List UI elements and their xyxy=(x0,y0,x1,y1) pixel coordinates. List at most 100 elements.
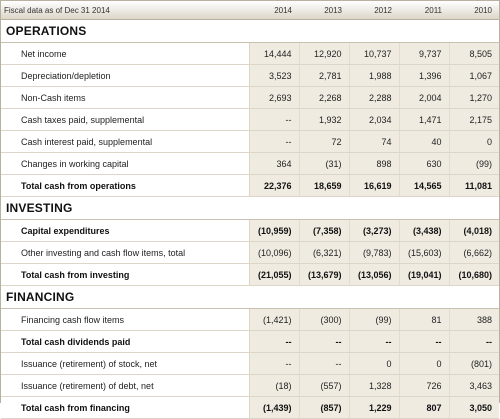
table-row: Cash taxes paid, supplemental -- 1,932 2,03… xyxy=(1,108,499,131)
section-title: FINANCING xyxy=(1,285,499,309)
row-value: 2,693 xyxy=(249,86,300,109)
table-row: Total cash from operations 22,376 18,659 16… xyxy=(1,174,499,197)
row-value: 2,034 xyxy=(349,108,400,131)
row-value: 1,270 xyxy=(449,86,499,109)
fiscal-date-label: Fiscal data as of Dec 31 2014 xyxy=(1,1,249,20)
section-header-row: FINANCING xyxy=(1,285,499,309)
table-row: Net income 14,444 12,920 10,737 9,737 8,505 xyxy=(1,42,499,65)
row-value: (3,273) xyxy=(349,219,400,242)
row-value: 16,619 xyxy=(349,174,400,197)
row-value: (13,679) xyxy=(299,263,350,286)
row-value: (857) xyxy=(299,396,350,419)
row-label: Total cash from financing xyxy=(1,396,250,419)
row-value: 807 xyxy=(399,396,450,419)
row-value: 3,523 xyxy=(249,64,300,87)
row-value: (99) xyxy=(349,308,400,331)
row-value: (10,096) xyxy=(249,241,300,264)
row-value: 0 xyxy=(349,352,400,375)
section-header-row: INVESTING xyxy=(1,196,499,220)
row-value: 14,444 xyxy=(249,42,300,65)
row-label: Non-Cash items xyxy=(1,86,250,109)
row-value: -- xyxy=(299,330,350,353)
row-value: 2,004 xyxy=(399,86,450,109)
row-value: (6,662) xyxy=(449,241,499,264)
row-value: -- xyxy=(249,108,300,131)
table-row: Issuance (retirement) of stock, net -- -- 0… xyxy=(1,352,499,375)
row-value: 1,932 xyxy=(299,108,350,131)
row-value: (10,680) xyxy=(449,263,499,286)
row-value: 22,376 xyxy=(249,174,300,197)
row-value: 2,288 xyxy=(349,86,400,109)
row-value: 1,396 xyxy=(399,64,450,87)
row-value: 0 xyxy=(449,130,499,153)
table-row: Cash interest paid, supplemental -- 72 74 40… xyxy=(1,130,499,153)
row-value: (801) xyxy=(449,352,499,375)
row-value: (1,421) xyxy=(249,308,300,331)
row-value: (31) xyxy=(299,152,350,175)
row-value: 11,081 xyxy=(449,174,499,197)
row-value: 2,268 xyxy=(299,86,350,109)
table-row: Total cash dividends paid -- -- -- -- -- xyxy=(1,330,499,353)
row-label: Issuance (retirement) of stock, net xyxy=(1,352,250,375)
row-value: 72 xyxy=(299,130,350,153)
section-title: INVESTING xyxy=(1,196,499,220)
header-row: Fiscal data as of Dec 31 2014 2014 2013 … xyxy=(1,1,499,20)
row-value: 2,175 xyxy=(449,108,499,131)
row-value: (557) xyxy=(299,374,350,397)
row-value: 630 xyxy=(399,152,450,175)
row-value: (300) xyxy=(299,308,350,331)
row-value: 388 xyxy=(449,308,499,331)
year-header: 2011 xyxy=(399,1,449,20)
row-label: Cash interest paid, supplemental xyxy=(1,130,250,153)
row-label: Changes in working capital xyxy=(1,152,250,175)
row-value: 3,050 xyxy=(449,396,499,419)
row-value: (7,358) xyxy=(299,219,350,242)
row-value: 1,471 xyxy=(399,108,450,131)
row-label: Other investing and cash flow items, tot… xyxy=(1,241,250,264)
row-value: -- xyxy=(299,352,350,375)
row-value: -- xyxy=(249,352,300,375)
table-row: Capital expenditures (10,959) (7,358) (3,27… xyxy=(1,219,499,242)
row-value: (15,603) xyxy=(399,241,450,264)
table-row: Total cash from investing (21,055) (13,679… xyxy=(1,263,499,286)
year-header: 2010 xyxy=(449,1,499,20)
row-value: 74 xyxy=(349,130,400,153)
row-value: -- xyxy=(249,330,300,353)
table-row: Changes in working capital 364 (31) 898 630(… xyxy=(1,152,499,175)
table-row: Financing cash flow items (1,421) (300) (99… xyxy=(1,308,499,331)
row-value: (6,321) xyxy=(299,241,350,264)
row-label: Depreciation/depletion xyxy=(1,64,250,87)
row-value: 40 xyxy=(399,130,450,153)
table-row: Total cash from financing (1,439) (857) 1,2… xyxy=(1,396,499,419)
row-value: 8,505 xyxy=(449,42,499,65)
row-label: Financing cash flow items xyxy=(1,308,250,331)
row-value: (4,018) xyxy=(449,219,499,242)
table-row: Issuance (retirement) of debt, net (18) (5… xyxy=(1,374,499,397)
year-header: 2014 xyxy=(249,1,299,20)
section-header-row: OPERATIONS xyxy=(1,19,499,43)
row-value: 726 xyxy=(399,374,450,397)
row-value: 1,328 xyxy=(349,374,400,397)
year-header: 2013 xyxy=(299,1,349,20)
row-value: (13,056) xyxy=(349,263,400,286)
table-row: Other investing and cash flow items, tot… xyxy=(1,241,499,264)
row-value: 9,737 xyxy=(399,42,450,65)
row-value: 1,229 xyxy=(349,396,400,419)
year-header: 2012 xyxy=(349,1,399,20)
row-value: (9,783) xyxy=(349,241,400,264)
row-value: (18) xyxy=(249,374,300,397)
row-value: 12,920 xyxy=(299,42,350,65)
row-value: (3,438) xyxy=(399,219,450,242)
row-value: 364 xyxy=(249,152,300,175)
row-value: 1,067 xyxy=(449,64,499,87)
row-value: -- xyxy=(349,330,400,353)
row-value: 2,781 xyxy=(299,64,350,87)
row-label: Cash taxes paid, supplemental xyxy=(1,108,250,131)
table-row: Non-Cash items 2,693 2,268 2,288 2,004 1,270 xyxy=(1,86,499,109)
table-row: Depreciation/depletion 3,523 2,781 1,988 1,3… xyxy=(1,64,499,87)
row-value: (99) xyxy=(449,152,499,175)
row-value: 18,659 xyxy=(299,174,350,197)
row-value: 81 xyxy=(399,308,450,331)
